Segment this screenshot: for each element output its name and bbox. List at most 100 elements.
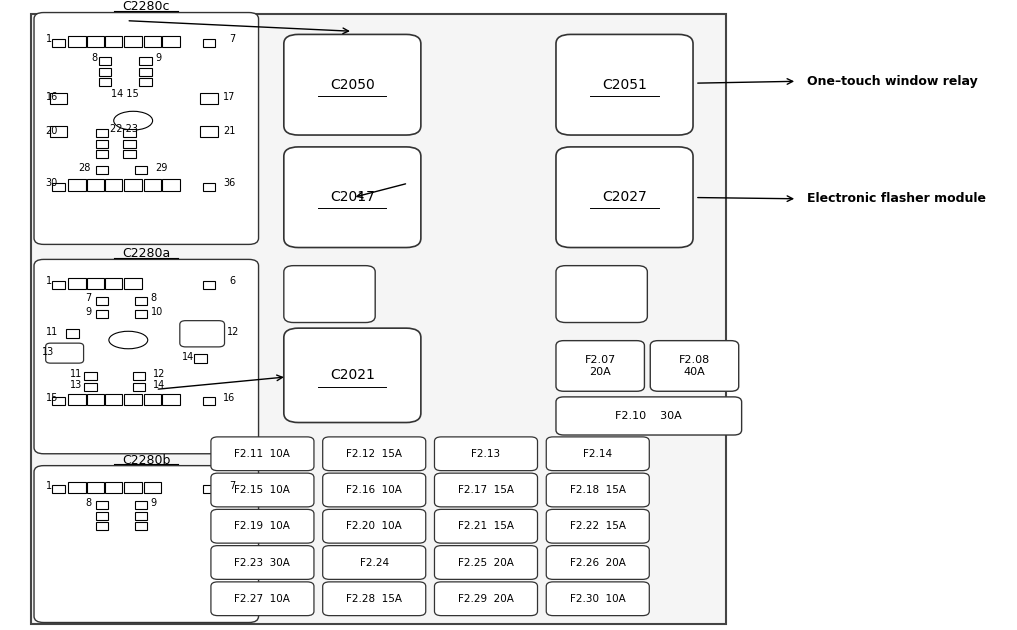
Bar bbox=[96, 501, 109, 510]
Bar bbox=[86, 36, 104, 47]
FancyBboxPatch shape bbox=[546, 546, 649, 580]
Bar bbox=[202, 485, 216, 493]
Text: F2.29  20A: F2.29 20A bbox=[458, 593, 514, 604]
FancyBboxPatch shape bbox=[211, 437, 314, 471]
Text: F2.28  15A: F2.28 15A bbox=[346, 593, 402, 604]
Text: 12: 12 bbox=[228, 327, 240, 337]
Bar bbox=[200, 93, 218, 105]
Text: 20: 20 bbox=[46, 126, 58, 136]
Bar bbox=[96, 297, 109, 305]
Text: C2280a: C2280a bbox=[122, 248, 171, 260]
FancyBboxPatch shape bbox=[211, 546, 314, 580]
FancyBboxPatch shape bbox=[180, 321, 225, 347]
Text: 14: 14 bbox=[153, 380, 165, 390]
Text: 1: 1 bbox=[46, 481, 52, 491]
Bar bbox=[86, 394, 104, 405]
Bar bbox=[52, 280, 65, 289]
FancyBboxPatch shape bbox=[34, 13, 258, 244]
FancyBboxPatch shape bbox=[284, 266, 375, 323]
FancyBboxPatch shape bbox=[211, 582, 314, 616]
Text: One–touch window relay: One–touch window relay bbox=[806, 75, 977, 88]
Text: F2.25  20A: F2.25 20A bbox=[458, 558, 514, 568]
Bar bbox=[105, 394, 122, 405]
Bar bbox=[52, 397, 65, 405]
Bar bbox=[86, 482, 104, 493]
Text: 7: 7 bbox=[229, 35, 235, 45]
Text: 11: 11 bbox=[70, 369, 82, 379]
Text: 12: 12 bbox=[153, 369, 165, 379]
Text: C2021: C2021 bbox=[330, 369, 375, 382]
FancyBboxPatch shape bbox=[556, 35, 693, 135]
Bar bbox=[139, 78, 153, 86]
Bar bbox=[50, 125, 67, 137]
Text: F2.19  10A: F2.19 10A bbox=[235, 521, 291, 531]
Bar bbox=[96, 150, 109, 158]
Bar bbox=[124, 394, 142, 405]
FancyBboxPatch shape bbox=[322, 510, 426, 543]
Bar bbox=[202, 183, 216, 191]
Bar bbox=[86, 180, 104, 191]
Text: F2.13: F2.13 bbox=[472, 449, 500, 459]
FancyBboxPatch shape bbox=[434, 473, 538, 507]
FancyBboxPatch shape bbox=[546, 510, 649, 543]
Text: 7: 7 bbox=[229, 481, 235, 491]
Text: F2.26  20A: F2.26 20A bbox=[570, 558, 625, 568]
FancyBboxPatch shape bbox=[556, 341, 645, 391]
Text: 8: 8 bbox=[151, 293, 157, 303]
Text: 14: 14 bbox=[182, 352, 194, 362]
Bar bbox=[52, 485, 65, 493]
Bar bbox=[68, 36, 85, 47]
Bar bbox=[66, 329, 78, 338]
Bar bbox=[134, 310, 147, 318]
Text: F2.08
40A: F2.08 40A bbox=[679, 355, 710, 377]
Bar bbox=[134, 501, 147, 510]
Text: 8: 8 bbox=[92, 53, 98, 63]
FancyBboxPatch shape bbox=[556, 266, 648, 323]
FancyBboxPatch shape bbox=[434, 437, 538, 471]
Bar bbox=[124, 278, 142, 289]
Bar bbox=[99, 67, 111, 76]
Bar bbox=[134, 297, 147, 305]
Bar bbox=[163, 394, 180, 405]
Text: F2.10    30A: F2.10 30A bbox=[615, 411, 682, 421]
FancyBboxPatch shape bbox=[284, 35, 421, 135]
FancyBboxPatch shape bbox=[556, 397, 741, 435]
Text: 22 23: 22 23 bbox=[111, 124, 138, 134]
Text: F2.27  10A: F2.27 10A bbox=[235, 593, 291, 604]
Bar bbox=[68, 180, 85, 191]
Bar bbox=[123, 150, 135, 158]
Bar bbox=[124, 180, 142, 191]
Text: 14 15: 14 15 bbox=[111, 89, 138, 100]
Text: 9: 9 bbox=[151, 498, 157, 508]
FancyBboxPatch shape bbox=[546, 473, 649, 507]
Text: 1: 1 bbox=[46, 35, 52, 45]
Text: F2.22  15A: F2.22 15A bbox=[570, 521, 625, 531]
FancyBboxPatch shape bbox=[322, 546, 426, 580]
Text: F2.15  10A: F2.15 10A bbox=[235, 485, 291, 495]
Text: 9: 9 bbox=[156, 53, 162, 63]
Bar bbox=[132, 383, 145, 391]
Bar bbox=[132, 372, 145, 380]
FancyBboxPatch shape bbox=[211, 473, 314, 507]
Bar bbox=[134, 166, 147, 175]
Bar bbox=[105, 278, 122, 289]
Text: F2.23  30A: F2.23 30A bbox=[235, 558, 291, 568]
Bar bbox=[84, 383, 97, 391]
Text: 21: 21 bbox=[223, 126, 235, 136]
Bar bbox=[143, 394, 162, 405]
Bar bbox=[96, 522, 109, 530]
FancyBboxPatch shape bbox=[34, 260, 258, 454]
Ellipse shape bbox=[109, 331, 147, 349]
Text: 29: 29 bbox=[156, 163, 168, 173]
Text: 17: 17 bbox=[223, 92, 235, 102]
Bar bbox=[123, 129, 135, 137]
Bar bbox=[163, 180, 180, 191]
Text: F2.12  15A: F2.12 15A bbox=[346, 449, 402, 459]
Text: 16: 16 bbox=[46, 92, 58, 102]
FancyBboxPatch shape bbox=[32, 14, 726, 624]
Text: 16: 16 bbox=[223, 392, 235, 403]
Text: 28: 28 bbox=[78, 163, 91, 173]
Text: F2.30  10A: F2.30 10A bbox=[570, 593, 625, 604]
Text: 36: 36 bbox=[223, 178, 235, 188]
Text: F2.20  10A: F2.20 10A bbox=[347, 521, 402, 531]
